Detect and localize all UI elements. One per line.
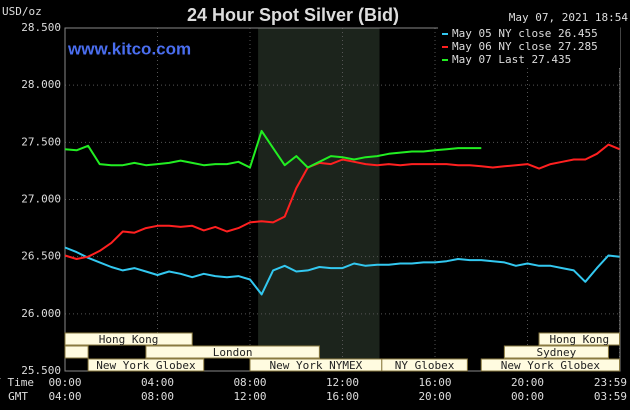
x2-row-label: GMT — [8, 390, 28, 403]
session-bar — [64, 332, 193, 346]
x-tick-label: 16:00 — [418, 376, 451, 389]
timestamp: May 07, 2021 18:54 — [509, 11, 629, 24]
x-tick-label: 23:59 — [594, 376, 627, 389]
session-bar — [480, 358, 621, 372]
x-tick-label: 12:00 — [326, 376, 359, 389]
x2-tick-label: 08:00 — [141, 390, 174, 403]
session-bar — [381, 358, 468, 372]
y-axis-label: USD/oz — [2, 5, 42, 18]
y-tick-label: 27.500 — [21, 135, 61, 148]
session-label: New York NYMEX — [270, 359, 363, 372]
chart-title: 24 Hour Spot Silver (Bid) — [187, 5, 399, 25]
session-label: NY Globex — [395, 359, 455, 372]
x2-tick-label: 20:00 — [418, 390, 451, 403]
session-label: Hong Kong — [99, 333, 159, 346]
highlight-region — [258, 28, 380, 371]
session-bar — [145, 345, 320, 359]
session-label: London — [213, 346, 253, 359]
y-tick-label: 25.500 — [21, 364, 61, 377]
website: www.kitco.com — [67, 39, 191, 58]
session-bar — [87, 358, 205, 372]
legend-box — [438, 26, 620, 68]
session-label: New York Globex — [501, 359, 601, 372]
x2-tick-label: 00:00 — [511, 390, 544, 403]
y-tick-label: 28.000 — [21, 78, 61, 91]
x2-tick-label: 03:59 — [594, 390, 627, 403]
x-tick-label: 08:00 — [233, 376, 266, 389]
y-tick-label: 27.000 — [21, 193, 61, 206]
session-label: Sydney — [537, 346, 577, 359]
session-bar — [503, 345, 609, 359]
y-tick-label: 26.000 — [21, 307, 61, 320]
series-line — [64, 246, 620, 296]
x-tick-label: 00:00 — [48, 376, 81, 389]
x2-tick-label: 04:00 — [48, 390, 81, 403]
y-tick-label: 26.500 — [21, 250, 61, 263]
session-bar — [64, 345, 89, 359]
x2-tick-label: 16:00 — [326, 390, 359, 403]
session-label: New York Globex — [96, 359, 196, 372]
legend-entry: May 07 Last 27.435 — [452, 53, 571, 66]
session-bar — [538, 332, 621, 346]
x2-tick-label: 12:00 — [233, 390, 266, 403]
legend-entry: May 06 NY close 27.285 — [452, 40, 598, 53]
x-row-label: NY Time — [0, 376, 34, 389]
x-tick-label: 20:00 — [511, 376, 544, 389]
series-line — [64, 143, 620, 260]
session-label: Hong Kong — [549, 333, 609, 346]
y-tick-label: 28.500 — [21, 21, 61, 34]
series-line — [64, 129, 482, 169]
x-tick-label: 04:00 — [141, 376, 174, 389]
legend-entry: May 05 NY close 26.455 — [452, 27, 598, 40]
